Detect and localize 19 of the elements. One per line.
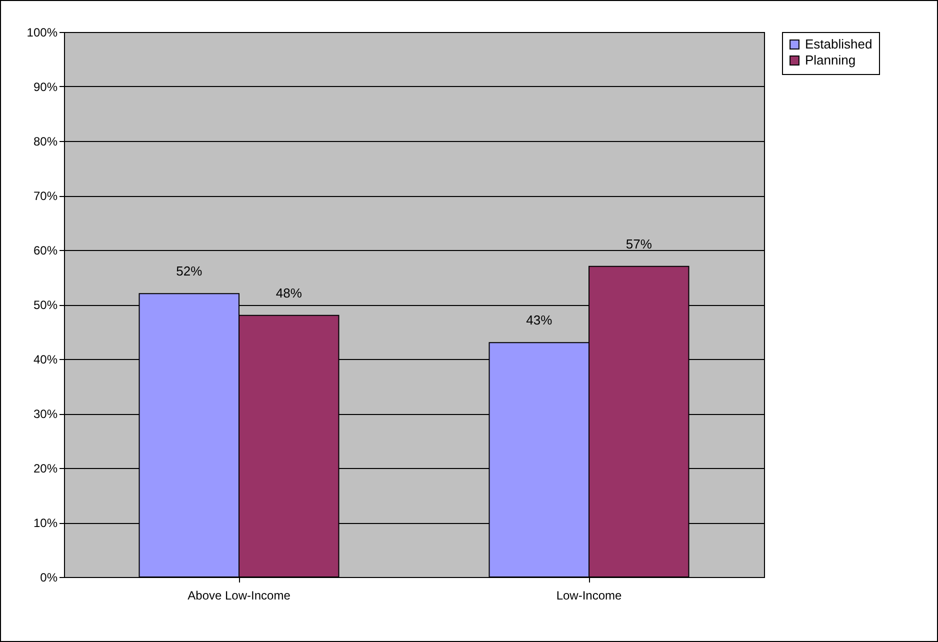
y-tick-label: 100% — [26, 26, 58, 40]
y-tick-label: 80% — [33, 134, 58, 148]
data-label: 48% — [276, 285, 302, 300]
y-tick-label: 50% — [33, 298, 58, 312]
legend-label: Planning — [805, 52, 856, 68]
x-tick-label: Above Low-Income — [188, 588, 291, 602]
y-tick-label: 40% — [33, 352, 58, 366]
y-tick-label: 60% — [33, 244, 58, 258]
x-tick-label: Low-Income — [556, 588, 622, 602]
y-tick-label: 0% — [40, 570, 58, 584]
y-tick-label: 30% — [33, 407, 58, 421]
data-label: 57% — [626, 236, 652, 252]
y-tick-label: 20% — [33, 462, 58, 476]
y-tick-label: 90% — [33, 80, 58, 94]
y-tick-label: 70% — [33, 189, 58, 203]
data-label: 43% — [526, 312, 553, 328]
legend-label: Established — [805, 36, 872, 52]
data-label: 52% — [176, 264, 203, 279]
y-tick-label: 10% — [33, 516, 58, 530]
